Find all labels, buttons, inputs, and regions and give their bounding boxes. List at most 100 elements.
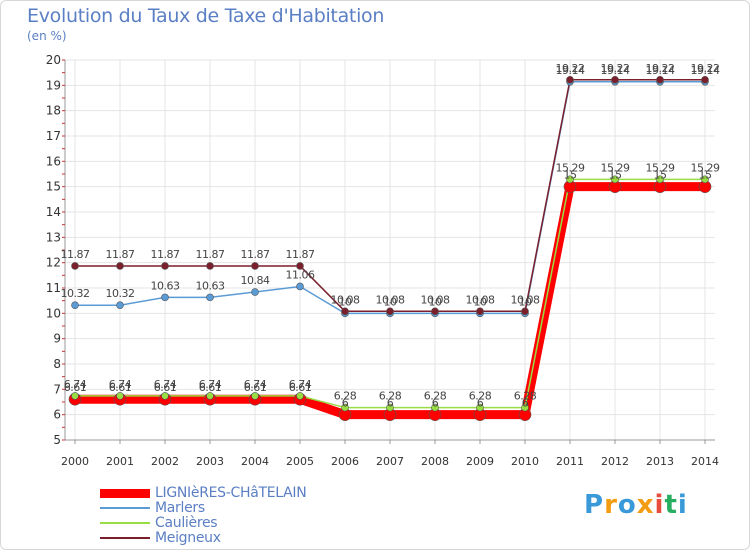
data-point-3 — [476, 307, 484, 316]
data-label: 10.63 — [196, 279, 225, 292]
data-point-2 — [251, 392, 259, 400]
legend-swatch — [100, 488, 150, 498]
data-point-2 — [296, 392, 304, 400]
x-tick-label: 2001 — [106, 455, 134, 468]
data-label: 19.14 — [691, 64, 720, 77]
data-point-3 — [296, 262, 304, 270]
y-tick-label: 14 — [46, 205, 61, 219]
data-point-3 — [116, 262, 124, 270]
y-tick-label: 16 — [46, 154, 61, 168]
data-label: 10 — [519, 295, 532, 308]
data-label: 11.87 — [151, 248, 180, 261]
data-point-2 — [701, 175, 709, 184]
x-tick-label: 2002 — [151, 455, 179, 468]
data-label: 6.74 — [154, 378, 177, 391]
data-point-3 — [431, 307, 439, 316]
y-tick-label: 8 — [53, 357, 61, 371]
data-label: 19.22 — [556, 62, 585, 75]
x-tick-label: 2009 — [466, 455, 494, 468]
data-point-2 — [116, 392, 124, 400]
y-tick-label: 19 — [46, 78, 61, 92]
data-label: 6.74 — [244, 378, 267, 391]
data-point-2 — [341, 403, 349, 412]
y-tick-label: 11 — [46, 281, 61, 295]
data-label: 10.08 — [511, 293, 540, 306]
x-tick-label: 2000 — [61, 455, 89, 468]
data-point-3 — [611, 75, 619, 84]
y-tick-label: 20 — [46, 53, 61, 67]
data-point-3 — [566, 75, 574, 84]
chart-title: Evolution du Taux de Taxe d'Habitation — [27, 5, 385, 27]
x-tick-label: 2010 — [511, 455, 539, 468]
y-axis-unit-label: (en %) — [27, 29, 67, 43]
legend-swatch — [100, 507, 150, 509]
data-label: 6.74 — [109, 378, 132, 391]
data-label: 15.29 — [601, 161, 630, 174]
data-point-3 — [251, 262, 259, 270]
data-label: 11.87 — [61, 248, 90, 261]
data-label: 10.63 — [151, 279, 180, 292]
proxiti-logo: Proxiti — [584, 490, 688, 520]
x-tick-label: 2004 — [241, 455, 269, 468]
data-label: 6.74 — [199, 378, 222, 391]
x-tick-label: 2012 — [601, 455, 629, 468]
data-label: 10 — [339, 295, 352, 308]
data-point-3 — [701, 75, 709, 84]
data-label: 15.29 — [556, 161, 585, 174]
y-tick-label: 6 — [53, 408, 61, 422]
data-label: 10.84 — [241, 274, 270, 287]
x-tick-label: 2006 — [331, 455, 359, 468]
legend-label: Caulières — [155, 515, 218, 531]
data-point-2 — [566, 175, 574, 184]
data-label: 19.14 — [556, 64, 585, 77]
data-point-1 — [296, 282, 304, 291]
data-label: 10.08 — [376, 293, 405, 306]
y-tick-label: 7 — [53, 382, 61, 396]
data-point-2 — [206, 392, 214, 400]
data-label: 11.87 — [241, 248, 270, 261]
data-label: 6.61 — [289, 381, 312, 394]
data-label: 6.28 — [334, 390, 357, 403]
x-tick-label: 2007 — [376, 455, 404, 468]
data-label: 6 — [522, 397, 529, 410]
data-label: 11.87 — [286, 248, 315, 261]
data-label: 19.14 — [601, 64, 630, 77]
data-point-3 — [386, 307, 394, 316]
legend-swatch — [100, 537, 150, 539]
data-point-3 — [521, 307, 529, 316]
data-point-1 — [161, 293, 169, 302]
data-label: 6.28 — [424, 390, 447, 403]
data-label: 10 — [384, 295, 397, 308]
data-label: 11.87 — [106, 248, 135, 261]
data-label: 6.61 — [244, 381, 267, 394]
data-label: 6.61 — [64, 381, 87, 394]
data-label: 6.28 — [379, 390, 402, 403]
y-tick-label: 13 — [46, 230, 61, 244]
data-point-1 — [116, 301, 124, 310]
data-label: 11.06 — [286, 268, 315, 281]
data-point-2 — [386, 403, 394, 412]
data-label: 15 — [654, 169, 667, 182]
data-point-2 — [476, 403, 484, 412]
data-label: 15 — [699, 169, 712, 182]
data-point-2 — [611, 175, 619, 184]
data-label: 19.22 — [601, 62, 630, 75]
data-label: 15 — [609, 169, 622, 182]
data-label: 6 — [477, 397, 484, 410]
data-label: 15.29 — [646, 161, 675, 174]
data-point-3 — [206, 262, 214, 270]
data-label: 15.29 — [691, 161, 720, 174]
y-tick-label: 18 — [46, 104, 61, 118]
data-label: 19.14 — [646, 64, 675, 77]
data-label: 6 — [387, 397, 394, 410]
data-point-1 — [206, 293, 214, 302]
data-label: 11.87 — [196, 248, 225, 261]
data-label: 6.28 — [469, 390, 492, 403]
data-label: 6.74 — [289, 378, 312, 391]
legend-swatch — [100, 522, 150, 524]
x-tick-label: 2008 — [421, 455, 449, 468]
data-label: 10.08 — [421, 293, 450, 306]
x-tick-label: 2003 — [196, 455, 224, 468]
data-point-2 — [521, 403, 529, 412]
